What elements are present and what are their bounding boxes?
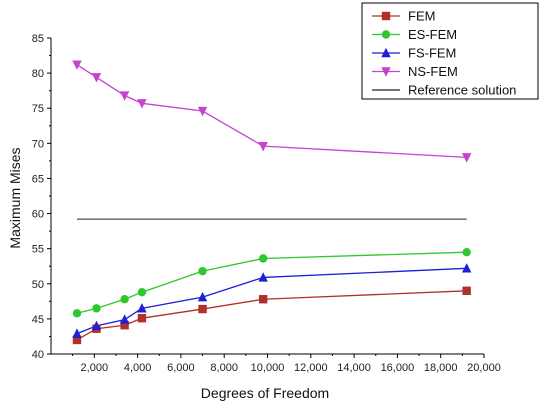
y-tick-label: 45 [32, 314, 44, 326]
fem-point [72, 335, 82, 345]
fs-fem-point [197, 291, 208, 302]
fem-point [462, 286, 471, 295]
ns-fem-point [72, 60, 82, 70]
x-tick-label: 14,000 [337, 362, 371, 374]
fem-point [258, 295, 268, 304]
ns-fem-point [197, 106, 208, 117]
legend-marker-fem [381, 11, 391, 21]
ns-fem-point [137, 99, 147, 109]
fs-fem-point [461, 263, 472, 273]
x-tick-label: 2,000 [81, 362, 109, 374]
x-tick-label: 12,000 [294, 362, 328, 374]
x-tick-label: 18,000 [424, 362, 458, 374]
x-tick-label: 4,000 [124, 362, 152, 374]
fs-fem-point [119, 314, 130, 324]
legend-marker-fs-fem [381, 47, 391, 58]
legend-label-es-fem: ES-FEM [408, 27, 457, 42]
y-tick-label: 85 [32, 33, 44, 45]
y-tick-label: 65 [32, 173, 44, 185]
es-fem-point [120, 295, 129, 304]
ns-fem-point [119, 91, 130, 101]
y-tick-label: 80 [32, 68, 44, 80]
x-axis-title: Degrees of Freedom [201, 385, 329, 401]
ns-fem-point [258, 141, 268, 152]
x-tick-label: 16,000 [381, 362, 415, 374]
es-fem-line [76, 251, 467, 314]
x-tick-labels: 2,000 4,000 6,000 8,000 10,000 12,000 14,000 16… [81, 362, 501, 374]
fs-fem-line [76, 267, 467, 335]
legend-marker-es-fem [381, 30, 391, 39]
y-axis-title: Maximum Mises [7, 147, 23, 248]
es-fem-point [137, 288, 147, 297]
x-tick-label: 6,000 [167, 362, 195, 374]
series-lines [76, 64, 467, 341]
y-tick-label: 50 [32, 279, 44, 291]
y-tick-labels: 40 45 50 55 60 65 70 75 80 85 [32, 33, 44, 361]
fem-point [120, 321, 129, 330]
fs-fem-point [137, 303, 147, 313]
es-fem-point [198, 266, 207, 276]
es-fem-point [462, 247, 471, 257]
y-tick-label: 55 [32, 244, 44, 256]
fs-fem-point [258, 272, 268, 282]
legend-box [361, 2, 539, 100]
tick-marks [47, 37, 485, 358]
x-tick-label: 8,000 [210, 362, 238, 374]
x-tick-label: 20,000 [467, 362, 501, 374]
fs-fem-point [91, 320, 102, 331]
legend-label-reference-solution: Reference solution [408, 83, 516, 98]
legend-label-ns-fem: NS-FEM [408, 64, 458, 79]
legend-label-fem: FEM [408, 9, 435, 24]
fem-line [76, 290, 467, 341]
legend-label-fs-fem: FS-FEM [408, 46, 456, 61]
series-markers [72, 60, 472, 345]
es-fem-point [72, 309, 82, 318]
y-tick-label: 70 [32, 138, 44, 150]
fem-point [137, 313, 147, 323]
es-fem-point [92, 304, 101, 313]
y-tick-label: 75 [32, 103, 44, 115]
y-tick-label: 40 [32, 349, 44, 361]
y-tick-label: 60 [32, 209, 44, 221]
ns-fem-point [91, 73, 102, 83]
fem-point [198, 304, 207, 314]
legend-marker-ns-fem [381, 67, 391, 77]
x-tick-label: 10,000 [251, 362, 285, 374]
legend: FEM ES-FEM FS-FEM NS-FEM Reference solution [361, 2, 539, 100]
ns-fem-point [461, 153, 472, 163]
es-fem-point [258, 254, 268, 263]
fs-fem-point [72, 328, 82, 338]
